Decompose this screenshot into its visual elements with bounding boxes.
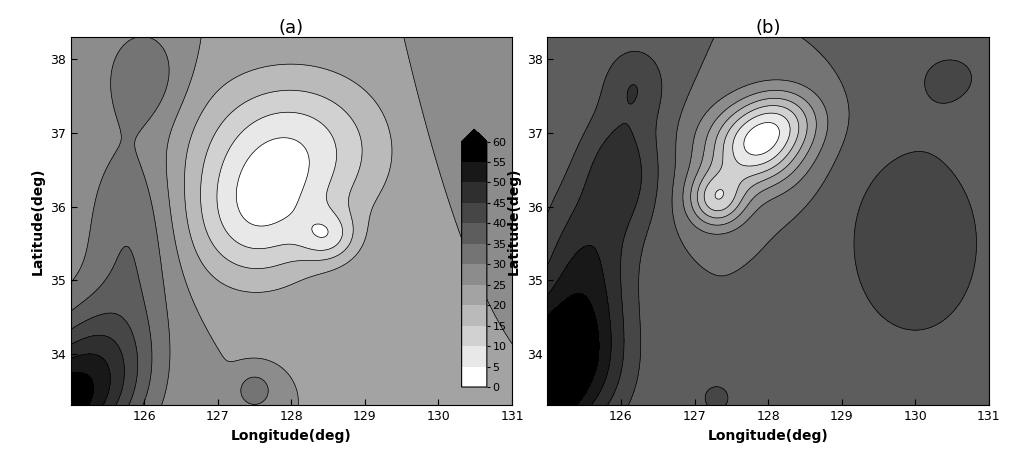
- Title: (b): (b): [756, 19, 781, 37]
- Y-axis label: Latitude(deg): Latitude(deg): [508, 168, 521, 275]
- Y-axis label: Latitude(deg): Latitude(deg): [30, 168, 44, 275]
- PathPatch shape: [461, 129, 486, 142]
- Title: (a): (a): [278, 19, 304, 37]
- X-axis label: Longitude(deg): Longitude(deg): [707, 429, 828, 443]
- X-axis label: Longitude(deg): Longitude(deg): [231, 429, 352, 443]
